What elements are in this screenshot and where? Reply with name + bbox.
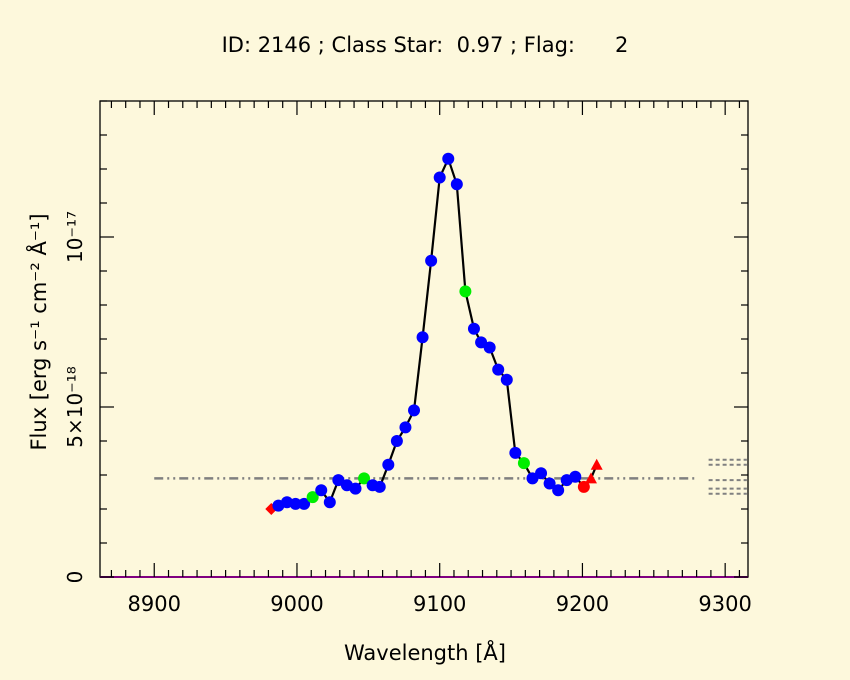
data-point	[492, 363, 505, 376]
data-point	[390, 435, 403, 447]
axes: 8900 9000 9100 9200 9300 0 5×10⁻¹⁸ 10⁻¹⁷	[63, 100, 752, 616]
data-point	[590, 458, 603, 470]
data-point	[373, 480, 386, 493]
data-point	[306, 491, 319, 504]
data-point	[584, 472, 597, 484]
data-point	[552, 484, 565, 497]
x-tick-label: 8900	[128, 592, 181, 616]
data-point	[408, 404, 421, 417]
data-point	[459, 285, 472, 298]
data-point	[517, 457, 530, 470]
data-point	[358, 472, 371, 485]
data-point	[349, 482, 362, 495]
data-point	[543, 477, 556, 490]
data-point	[399, 421, 412, 434]
plot-area	[154, 152, 747, 515]
data-point	[483, 341, 496, 354]
x-tick-label: 9200	[556, 592, 609, 616]
spectrum-line	[270, 157, 598, 510]
data-point	[509, 446, 522, 459]
chart-title: ID: 2146 ; Class Star: 0.97 ; Flag: 2	[222, 33, 629, 57]
x-tick-label: 9300	[698, 592, 751, 616]
data-point	[433, 171, 446, 184]
data-point	[500, 373, 513, 386]
x-tick-label: 9000	[270, 592, 323, 616]
x-tick-label: 9100	[413, 592, 466, 616]
data-point	[450, 178, 463, 191]
data-point	[577, 480, 590, 493]
data-point	[323, 496, 336, 509]
data-point	[416, 331, 429, 344]
data-point	[569, 470, 582, 483]
data-point	[382, 458, 395, 471]
y-tick-label: 5×10⁻¹⁸	[63, 366, 87, 448]
data-point	[289, 497, 302, 510]
x-axis-label: Wavelength [Å]	[344, 639, 506, 665]
data-point	[425, 254, 438, 267]
data-point	[442, 152, 455, 165]
y-tick-label: 10⁻¹⁷	[63, 211, 87, 263]
data-point	[315, 484, 328, 497]
data-point	[535, 467, 548, 480]
data-point	[467, 322, 480, 335]
data-point	[298, 497, 311, 510]
y-axis-label: Flux [erg s⁻¹ cm⁻² Å⁻¹]	[25, 213, 51, 450]
y-tick-label: 0	[63, 571, 87, 584]
